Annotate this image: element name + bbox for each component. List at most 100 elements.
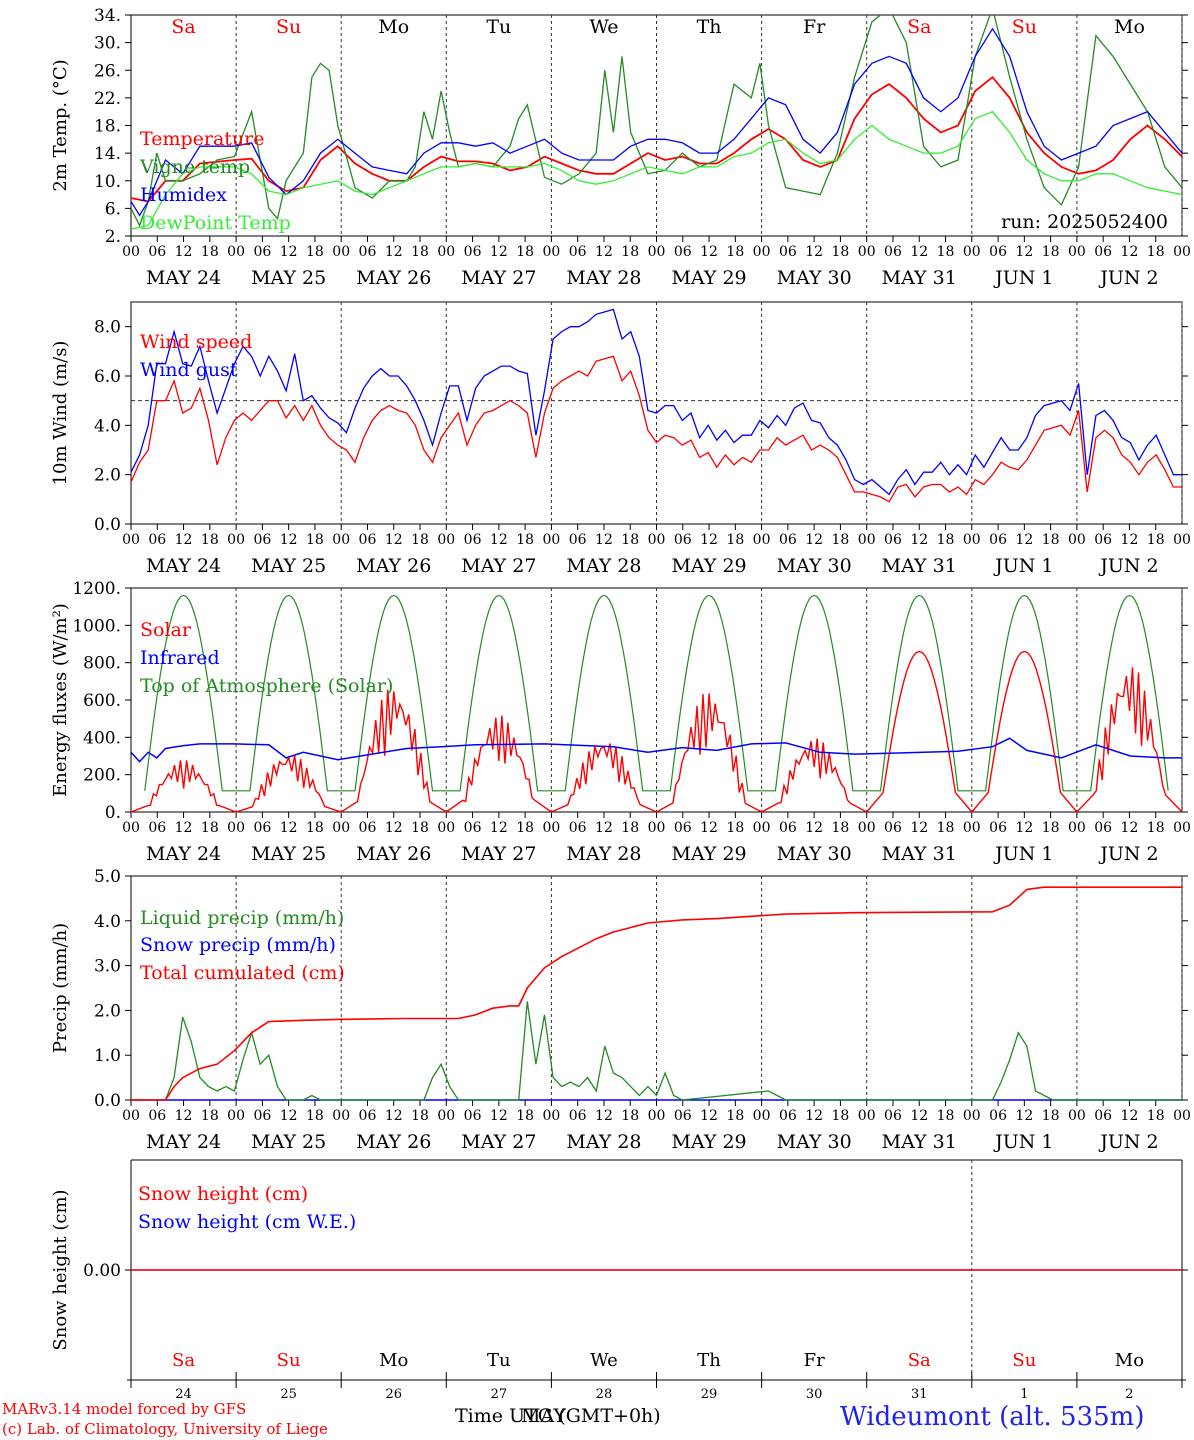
hour-tick-label: 06 bbox=[359, 532, 377, 548]
hour-tick-label: 12 bbox=[490, 244, 508, 260]
hour-tick-label: 00 bbox=[332, 820, 350, 836]
bottom-date-number: 2 bbox=[1125, 1387, 1133, 1402]
date-label: MAY 28 bbox=[566, 1131, 641, 1153]
hour-tick-label: 00 bbox=[1068, 1108, 1086, 1124]
day-name-bottom: Sa bbox=[908, 1350, 931, 1371]
y-tick-label: 26. bbox=[94, 61, 121, 81]
hour-tick-label: 00 bbox=[648, 532, 666, 548]
cumulated-precip-line bbox=[131, 886, 1182, 1101]
hour-tick-label: 06 bbox=[884, 532, 902, 548]
hour-tick-label: 12 bbox=[1121, 820, 1139, 836]
y-tick-label: 600. bbox=[83, 691, 121, 711]
hour-tick-label: 00 bbox=[122, 244, 140, 260]
day-name-bottom: Mo bbox=[1115, 1350, 1144, 1371]
hour-tick-label: 00 bbox=[437, 532, 455, 548]
hour-tick-label: 06 bbox=[464, 244, 482, 260]
hour-tick-label: 00 bbox=[858, 244, 876, 260]
hour-tick-label: 06 bbox=[674, 820, 692, 836]
hour-tick-label: 18 bbox=[937, 820, 955, 836]
day-name-bottom: Th bbox=[697, 1350, 721, 1371]
hour-tick-label: 18 bbox=[621, 244, 639, 260]
hour-tick-label: 12 bbox=[910, 820, 928, 836]
y-axis-label: 2m Temp. (°C) bbox=[50, 59, 71, 191]
hour-tick-label: 12 bbox=[910, 1108, 928, 1124]
bottom-date-number: 31 bbox=[911, 1387, 928, 1402]
y-tick-label: 22. bbox=[94, 89, 121, 109]
toa-series-line bbox=[144, 594, 1169, 792]
hour-tick-label: 18 bbox=[832, 244, 850, 260]
date-label: MAY 24 bbox=[146, 555, 221, 577]
day-name: Sa bbox=[171, 16, 195, 38]
day-name: Th bbox=[697, 16, 722, 38]
hour-tick-label: 18 bbox=[1042, 820, 1060, 836]
hour-tick-label: 18 bbox=[1042, 1108, 1060, 1124]
hour-tick-label: 12 bbox=[490, 532, 508, 548]
y-tick-label: 8.0 bbox=[94, 318, 121, 338]
hour-tick-label: 00 bbox=[122, 532, 140, 548]
hour-tick-label: 12 bbox=[175, 532, 193, 548]
hour-tick-label: 18 bbox=[516, 244, 534, 260]
y-tick-label: 4.0 bbox=[94, 416, 121, 436]
day-name-bottom: Su bbox=[1012, 1350, 1036, 1371]
hour-tick-label: 06 bbox=[884, 244, 902, 260]
date-label: MAY 30 bbox=[777, 1131, 852, 1153]
hour-tick-label: 12 bbox=[175, 1108, 193, 1124]
hour-tick-label: 00 bbox=[437, 244, 455, 260]
hour-tick-label: 00 bbox=[1173, 244, 1191, 260]
hour-tick-label: 18 bbox=[937, 1108, 955, 1124]
hour-tick-label: 06 bbox=[1094, 244, 1112, 260]
wind-series-line-1 bbox=[130, 308, 1182, 496]
hour-tick-label: 06 bbox=[569, 532, 587, 548]
y-tick-label: 2. bbox=[105, 227, 121, 247]
hour-tick-label: 12 bbox=[595, 244, 613, 260]
hour-tick-label: 12 bbox=[805, 1108, 823, 1124]
date-label: MAY 29 bbox=[671, 267, 746, 289]
series-line-0 bbox=[131, 75, 1182, 203]
hour-tick-label: 12 bbox=[700, 532, 718, 548]
hour-tick-label: 06 bbox=[569, 244, 587, 260]
hour-tick-label: 00 bbox=[963, 532, 981, 548]
date-label: MAY 26 bbox=[356, 843, 431, 865]
hour-tick-label: 12 bbox=[1121, 1108, 1139, 1124]
hour-tick-label: 18 bbox=[621, 820, 639, 836]
hour-tick-label: 12 bbox=[280, 532, 298, 548]
legend-entry: Vigne temp bbox=[139, 156, 250, 178]
hour-tick-label: 12 bbox=[490, 820, 508, 836]
hour-tick-label: 06 bbox=[359, 1108, 377, 1124]
y-tick-label: 34. bbox=[94, 6, 121, 26]
hour-tick-label: 18 bbox=[832, 532, 850, 548]
date-label: MAY 28 bbox=[566, 843, 641, 865]
hour-tick-label: 12 bbox=[175, 244, 193, 260]
y-tick-label: 0.0 bbox=[94, 1091, 121, 1111]
hour-tick-label: 00 bbox=[648, 1108, 666, 1124]
hour-tick-label: 06 bbox=[253, 532, 271, 548]
hour-tick-label: 18 bbox=[306, 820, 324, 836]
bottom-date-number: 26 bbox=[385, 1387, 402, 1402]
hour-tick-label: 00 bbox=[753, 532, 771, 548]
date-label: MAY 29 bbox=[671, 843, 746, 865]
date-label: MAY 26 bbox=[356, 555, 431, 577]
bottom-date-number: 1 bbox=[1020, 1387, 1028, 1402]
hour-tick-label: 00 bbox=[1173, 532, 1191, 548]
hour-tick-label: 12 bbox=[1121, 244, 1139, 260]
hour-tick-label: 06 bbox=[884, 1108, 902, 1124]
hour-tick-label: 00 bbox=[858, 532, 876, 548]
hour-tick-label: 18 bbox=[201, 532, 219, 548]
day-name: Su bbox=[276, 16, 301, 38]
hour-tick-label: 18 bbox=[937, 244, 955, 260]
day-name: Tu bbox=[486, 16, 511, 38]
date-label: MAY 29 bbox=[671, 1131, 746, 1153]
y-tick-label: 1200. bbox=[72, 579, 121, 599]
legend-entry: Wind gust bbox=[140, 359, 238, 381]
bottom-date-number: 28 bbox=[596, 1387, 613, 1402]
hour-tick-label: 06 bbox=[989, 820, 1007, 836]
hour-tick-label: 18 bbox=[1042, 532, 1060, 548]
hour-tick-label: 12 bbox=[700, 244, 718, 260]
legend-entry: Humidex bbox=[140, 184, 227, 206]
legend-entry: Snow precip (mm/h) bbox=[140, 934, 336, 956]
day-name: Mo bbox=[1114, 16, 1145, 38]
wind-series-line-0 bbox=[130, 355, 1182, 503]
hour-tick-label: 06 bbox=[253, 1108, 271, 1124]
hour-tick-label: 00 bbox=[1068, 532, 1086, 548]
